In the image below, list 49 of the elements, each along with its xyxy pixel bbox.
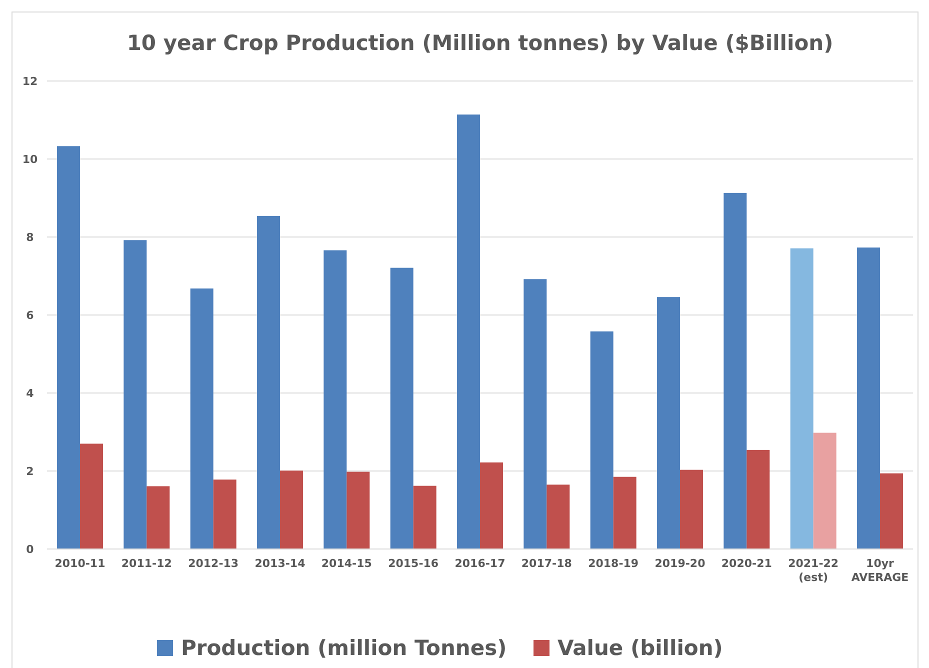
legend-label: Production (million Tonnes) <box>181 636 507 660</box>
bar <box>790 248 814 549</box>
x-tick-label: 2010-11 <box>54 557 106 570</box>
bar <box>857 248 880 549</box>
x-tick-label: 2021-22 (est) <box>788 557 839 584</box>
y-tick-label: 12 <box>22 75 38 88</box>
bar <box>413 486 436 549</box>
x-tick-label: 2012-13 <box>188 557 239 570</box>
bar <box>813 432 836 549</box>
bar <box>390 268 414 549</box>
legend-label: Value (billion) <box>558 636 723 660</box>
x-tick-label: 10yr AVERAGE <box>851 557 909 584</box>
bar <box>480 462 503 549</box>
x-tick-label: 2019-20 <box>654 557 706 570</box>
bar <box>146 486 170 549</box>
bar <box>657 297 680 549</box>
x-tick-label: 2016-17 <box>454 557 506 570</box>
y-tick-label: 10 <box>22 153 38 166</box>
x-tick-label: 2013-14 <box>254 557 306 570</box>
x-tick-label: 2011-12 <box>121 557 172 570</box>
y-tick-label: 2 <box>26 465 34 478</box>
y-tick-label: 6 <box>26 309 34 322</box>
bar <box>746 450 770 549</box>
x-tick-label: 2014-15 <box>321 557 372 570</box>
bar <box>680 470 703 549</box>
bar <box>57 146 80 549</box>
bar <box>280 470 303 549</box>
y-tick-label: 4 <box>26 387 34 400</box>
bar <box>546 484 570 549</box>
bar <box>80 444 103 549</box>
bar <box>124 240 147 549</box>
bar <box>613 476 636 549</box>
x-tick-label: 2017-18 <box>521 557 572 570</box>
x-tick-label: 2015-16 <box>388 557 439 570</box>
bar <box>524 279 547 549</box>
bar <box>590 331 614 549</box>
x-tick-label: 2018-19 <box>588 557 639 570</box>
bar <box>724 192 747 549</box>
chart-title: 10 year Crop Production (Million tonnes) by Value ($Billion) <box>126 31 834 55</box>
bar <box>880 473 903 549</box>
bar <box>324 250 347 549</box>
bar <box>457 114 480 549</box>
y-tick-label: 0 <box>26 543 34 556</box>
x-tick-label: 2020-21 <box>721 557 772 570</box>
y-tick-label: 8 <box>26 231 34 244</box>
bar <box>190 288 214 549</box>
bar <box>257 216 280 549</box>
bar <box>346 472 370 549</box>
bar <box>213 480 236 549</box>
